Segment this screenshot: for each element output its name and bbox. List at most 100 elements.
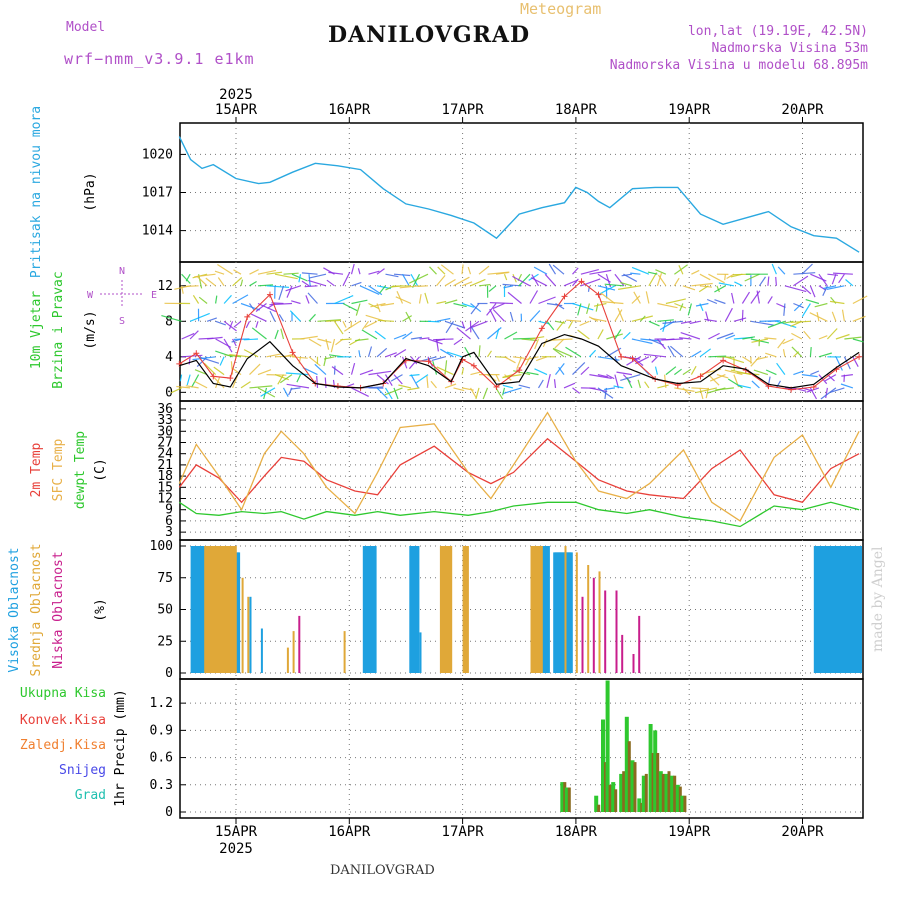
wind-arrow bbox=[753, 369, 769, 376]
wind-arrow bbox=[384, 387, 403, 396]
wind-arrow bbox=[835, 333, 850, 340]
wind-arrow bbox=[833, 272, 853, 275]
precip-total-bar bbox=[605, 680, 610, 812]
wind-arrow bbox=[308, 273, 327, 279]
wind-arrow bbox=[589, 269, 612, 275]
wind-arrow bbox=[689, 320, 701, 325]
bottom-day-tick: 19APR bbox=[668, 824, 711, 840]
wind-arrow bbox=[232, 294, 249, 305]
wind-arrow bbox=[614, 273, 625, 287]
precip-convective-bar bbox=[622, 771, 626, 812]
wind-arrow bbox=[282, 387, 289, 397]
wind-arrow bbox=[461, 264, 464, 275]
wind-arrow bbox=[470, 326, 480, 340]
precip-convective-bar bbox=[656, 753, 660, 812]
wind-arrow bbox=[283, 272, 299, 275]
wind-arrow bbox=[572, 278, 579, 287]
wind-arrow bbox=[793, 303, 803, 312]
wind-arrow bbox=[552, 347, 573, 358]
wind-arrow bbox=[250, 313, 267, 322]
model-name: wrf−nmm_v3.9.1 e1km bbox=[64, 50, 255, 68]
location-elevation: Nadmorska Visina 53m bbox=[711, 41, 868, 56]
wind-arrow bbox=[782, 338, 794, 345]
wind-arrow bbox=[674, 368, 682, 376]
wind-arrow bbox=[616, 371, 632, 376]
wind-arrow bbox=[401, 273, 410, 286]
wind-arrow bbox=[251, 327, 267, 340]
wind-arrow bbox=[620, 374, 641, 381]
precip-total-bar bbox=[670, 775, 675, 812]
wind-arrow bbox=[405, 311, 412, 322]
wind-arrow bbox=[436, 317, 451, 322]
wind-arrow bbox=[716, 332, 734, 340]
wind-arrow bbox=[502, 384, 514, 389]
wind-arrow bbox=[424, 292, 429, 304]
temperature-series-line bbox=[178, 501, 860, 528]
cloud-bar bbox=[439, 546, 442, 673]
wind-arrow bbox=[509, 311, 514, 322]
wind-arrow bbox=[691, 282, 713, 287]
gust-marker bbox=[595, 291, 602, 298]
wind-arrow bbox=[453, 338, 463, 346]
wind-axis-subtitle: Brzina i Pravac bbox=[51, 271, 66, 388]
wind-arrow bbox=[206, 317, 217, 322]
wind-arrow bbox=[654, 366, 658, 375]
gust-marker bbox=[538, 325, 545, 332]
wind-arrow bbox=[304, 285, 318, 288]
compass-east: E bbox=[151, 290, 157, 301]
cloud-bar bbox=[450, 546, 453, 673]
wind-arrow bbox=[831, 311, 837, 322]
wind-arrow bbox=[725, 334, 736, 340]
wind-arrow bbox=[751, 380, 760, 389]
cloud-spike bbox=[249, 596, 252, 673]
wind-arrow bbox=[536, 356, 548, 362]
wind-arrow bbox=[708, 332, 720, 340]
wind-arrow bbox=[194, 369, 208, 376]
wind-arrow bbox=[408, 273, 429, 284]
wind-arrow bbox=[563, 279, 579, 287]
y-tick-label: 18 bbox=[157, 469, 173, 484]
wind-arrow bbox=[300, 335, 318, 340]
wind-arrow bbox=[274, 273, 298, 280]
cloud-bar bbox=[229, 546, 231, 673]
wind-arrow bbox=[809, 285, 816, 298]
cloud-bar bbox=[205, 546, 207, 673]
wind-arrow bbox=[467, 266, 472, 275]
precip-total-bar bbox=[619, 773, 624, 812]
footer-title: DANILOVGRAD bbox=[330, 863, 435, 878]
wind-arrow bbox=[818, 352, 832, 358]
wind-arrow bbox=[682, 368, 692, 376]
wind-arrow bbox=[240, 302, 260, 311]
cloud-spike bbox=[587, 565, 590, 673]
top-day-tick: 20APR bbox=[781, 102, 824, 118]
pressure-line bbox=[178, 136, 860, 253]
cloud-spike bbox=[241, 577, 244, 674]
wind-arrow bbox=[379, 285, 386, 294]
wind-arrow bbox=[670, 345, 684, 358]
wind-arrow bbox=[266, 271, 283, 275]
wind-arrow bbox=[278, 285, 285, 300]
wind-arrow bbox=[829, 300, 845, 305]
wind-arrow bbox=[827, 273, 839, 276]
cloud-bar bbox=[546, 546, 550, 673]
y-tick-label: 25 bbox=[157, 634, 173, 649]
wind-arrow bbox=[552, 264, 565, 275]
wind-arrow bbox=[478, 283, 491, 287]
wind-arrow bbox=[667, 345, 675, 358]
cloud-bar bbox=[230, 546, 232, 673]
wind-arrow bbox=[566, 319, 581, 322]
wind-arrow bbox=[604, 283, 624, 287]
wind-arrow bbox=[682, 387, 691, 396]
cloud-bar bbox=[237, 552, 241, 673]
wind-arrow bbox=[324, 377, 327, 388]
wind-arrow bbox=[503, 273, 508, 281]
wind-arrow bbox=[565, 346, 582, 358]
wind-arrow bbox=[436, 300, 447, 305]
wind-arrow bbox=[695, 387, 718, 394]
precip-convective-bar bbox=[567, 787, 571, 812]
y-tick-label: 0.6 bbox=[150, 751, 173, 766]
wind-arrow bbox=[291, 300, 301, 305]
wind-arrow bbox=[436, 275, 446, 287]
wind-arrow bbox=[818, 374, 828, 385]
wind-arrow bbox=[507, 291, 522, 304]
